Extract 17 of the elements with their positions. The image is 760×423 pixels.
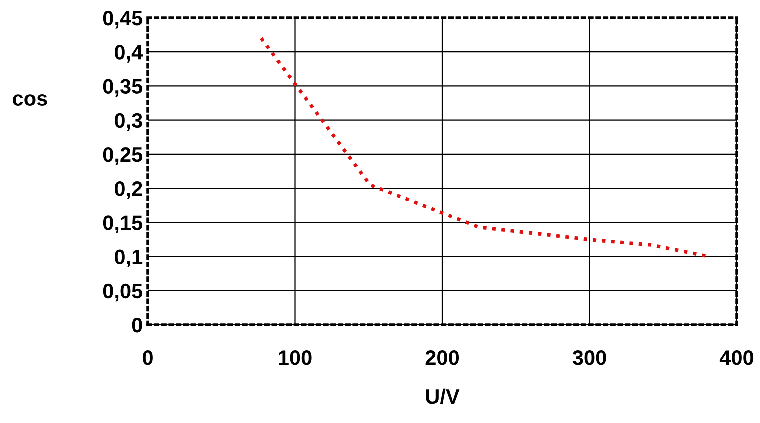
y-tick-label: 0,3 [115, 113, 142, 132]
x-axis-title: U/V [426, 388, 460, 404]
y-tick-label: 0,4 [115, 45, 144, 63]
y-tick-label: 0,45 [103, 11, 143, 29]
x-tick-label: 400 [720, 350, 754, 366]
y-tick-label: 0,15 [103, 216, 143, 234]
x-tick-label: 200 [426, 350, 460, 366]
x-tick-label: 300 [572, 350, 606, 366]
x-tick-label: 100 [279, 350, 312, 366]
x-tick-label: 0 [143, 350, 153, 366]
y-tick-label: 0,25 [103, 147, 143, 166]
y-axis-title: cos [13, 94, 48, 106]
y-tick-label: 0,05 [103, 284, 143, 302]
y-tick-label: 0,35 [103, 79, 143, 97]
y-tick-label: 0 [132, 318, 142, 333]
y-tick-label: 0,2 [115, 182, 142, 200]
y-tick-label: 0,1 [115, 250, 143, 268]
